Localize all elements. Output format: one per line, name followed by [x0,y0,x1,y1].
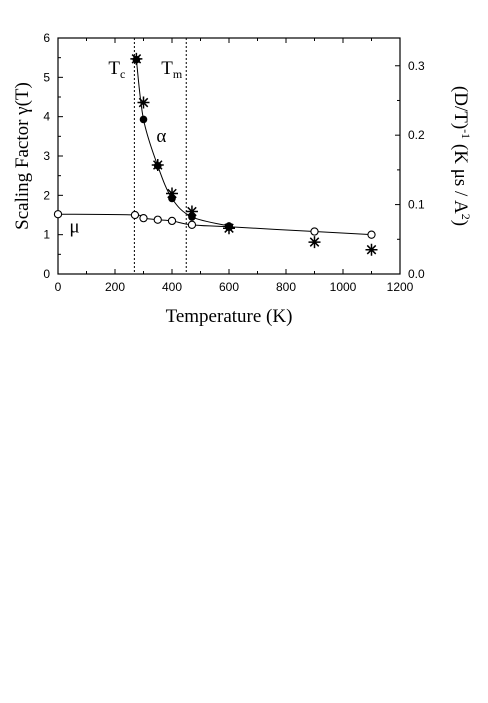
y-right-tick-label: 0.2 [408,128,425,142]
vline-label-c: Tc [108,58,125,81]
point-open-circle [53,210,63,219]
series-line-0 [57,213,372,236]
point-asterisk [130,52,143,65]
x-tick-label: 0 [55,280,62,294]
vline-label-m: Tm [161,58,183,81]
point-open-circle [130,210,140,220]
point-filled-circle [139,115,148,124]
plot-area: 0 200 400 600 800 1000 1200 0 1 2 3 4 5 6 0.0 0.1 0.2 0.3… [12,31,473,327]
y-right-tick-label: 0.0 [408,267,425,281]
x-tick-label: 200 [105,280,125,294]
series-label-0: μ [69,217,79,238]
y-right-tick-label: 0.1 [408,198,425,212]
y-left-tick-label: 6 [43,31,50,45]
y-left-axis-title: Scaling Factor γ(T) [12,82,33,230]
point-open-circle [187,220,197,229]
series-label-1: α [156,126,166,147]
x-axis-title: Temperature (K) [166,306,293,327]
point-asterisk [185,205,198,218]
y-left-tick-label: 1 [43,228,50,242]
point-open-circle [367,230,376,239]
x-tick-label: 1200 [387,280,414,294]
y-left-tick-label: 2 [43,188,50,202]
y-left-tick-label: 4 [43,110,50,124]
y-left-tick-label: 3 [43,149,50,163]
point-open-circle [167,216,177,226]
point-open-circle [139,213,148,223]
point-open-circle [153,215,162,224]
point-asterisk [166,187,178,200]
point-asterisk [151,159,164,172]
point-asterisk [365,243,378,256]
point-asterisk [308,236,321,249]
point-asterisk [137,96,150,109]
x-tick-label: 600 [219,280,239,294]
x-tick-label: 400 [162,280,182,294]
y-right-tick-label: 0.3 [408,59,425,73]
y-left-tick-label: 0 [43,267,50,281]
point-asterisk [223,222,235,235]
y-right-axis-title: (D/T)-1 (K μs / A2) [450,86,473,226]
y-left-tick-label: 5 [43,70,50,84]
point-open-circle [310,227,319,236]
x-tick-label: 800 [276,280,296,294]
x-tick-label: 1000 [330,280,357,294]
series-line-1 [135,59,230,227]
